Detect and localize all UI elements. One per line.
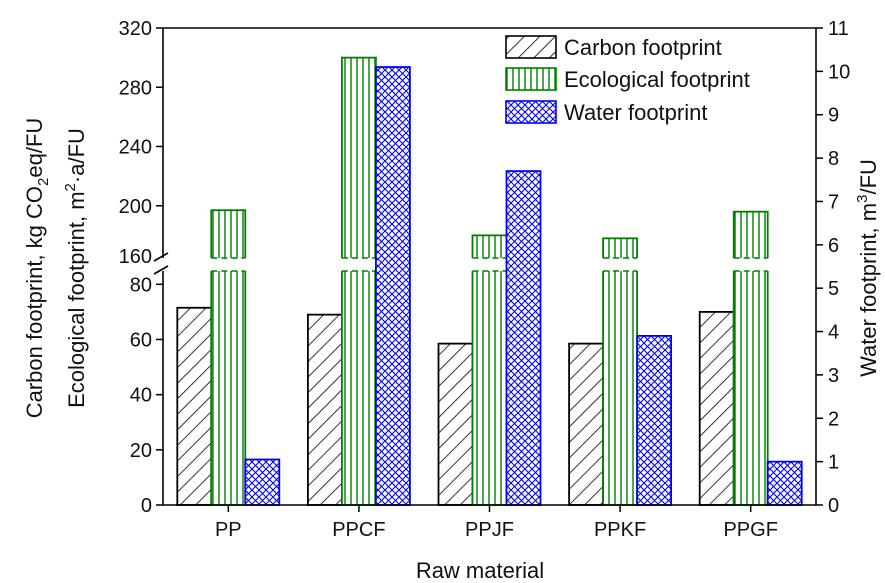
left-tick-label-60: 60 — [130, 329, 152, 351]
x-tick-label-ppgf: PPGF — [723, 519, 777, 541]
bar-carbon-footprint-ppcf — [306, 313, 343, 506]
bar-water-footprint-pp — [244, 458, 281, 506]
right-axis-title-water: Water footprint, m3/FU — [854, 159, 881, 377]
right-tick-label-5: 5 — [828, 278, 839, 300]
right-tick-label-6: 6 — [828, 235, 839, 257]
left-tick-label-160: 160 — [119, 246, 152, 268]
axis-break-mark-lower — [153, 265, 169, 275]
legend-swatch-ecological — [505, 67, 557, 91]
x-tick-label-pp: PP — [215, 519, 242, 541]
legend: Carbon footprint Ecological footprint Wa… — [505, 35, 750, 125]
bar-ecological-footprint-ppgf — [732, 210, 769, 506]
left-tick-label-280: 280 — [119, 77, 152, 99]
bar-carbon-footprint-ppkf — [568, 342, 604, 506]
bar-ecological-footprint-ppcf — [340, 56, 377, 506]
left-tick-label-80: 80 — [130, 274, 152, 296]
legend-label-water: Water footprint — [564, 100, 707, 125]
left-tick-label-0: 0 — [141, 495, 152, 517]
bar-ecological-footprint-ppjf — [471, 234, 508, 506]
right-tick-label-7: 7 — [828, 191, 839, 213]
left-tick-label-200: 200 — [119, 196, 152, 218]
x-tick-label-ppcf: PPCF — [332, 519, 385, 541]
bar-carbon-footprint-ppjf — [437, 342, 474, 506]
right-tick-label-11: 11 — [828, 18, 849, 40]
legend-label-ecological: Ecological footprint — [564, 67, 750, 92]
right-tick-label-1: 1 — [828, 452, 839, 474]
right-tick-label-2: 2 — [828, 408, 839, 430]
right-tick-label-0: 0 — [828, 495, 839, 517]
left-tick-label-320: 320 — [119, 18, 152, 40]
right-tick-label-10: 10 — [828, 61, 850, 83]
legend-swatch-carbon — [505, 35, 557, 59]
bar-water-footprint-ppgf — [766, 460, 803, 506]
bar-water-footprint-ppjf — [505, 170, 542, 506]
right-tick-label-3: 3 — [828, 365, 839, 387]
x-tick-label-ppkf: PPKF — [594, 519, 646, 541]
break-gap-ppkf-1 — [601, 258, 640, 271]
x-tick-label-ppjf: PPJF — [465, 519, 514, 541]
bars-layer — [176, 56, 803, 506]
break-gap-ppgf-1 — [731, 258, 770, 271]
left-axis-title-ecological: Ecological footprint, m2·a/FU — [62, 128, 89, 408]
break-gap-pp-1 — [209, 258, 248, 271]
left-tick-label-20: 20 — [130, 440, 152, 462]
break-gap-ppcf-1 — [339, 258, 378, 271]
left-axis-title-carbon: Carbon footprint, kg CO2eq/FU — [22, 118, 52, 419]
break-gap-ppjf-1 — [470, 258, 509, 271]
x-axis-title: Raw material — [416, 558, 544, 583]
bar-ecological-footprint-ppkf — [602, 237, 638, 506]
labels-layer: PP PPCF PPJF PPKF PPGF0204060801602002402803… — [119, 18, 851, 541]
bar-carbon-footprint-ppgf — [698, 310, 735, 506]
bar-water-footprint-ppcf — [374, 66, 411, 506]
bar-water-footprint-ppkf — [636, 334, 672, 506]
right-tick-label-8: 8 — [828, 148, 839, 170]
axis-break-mark-upper — [153, 252, 169, 262]
axes-layer — [153, 27, 823, 512]
legend-label-carbon: Carbon footprint — [564, 35, 722, 60]
left-tick-label-240: 240 — [119, 137, 152, 159]
bar-ecological-footprint-pp — [210, 209, 247, 506]
left-tick-label-40: 40 — [130, 385, 152, 407]
right-tick-label-9: 9 — [828, 105, 839, 127]
right-tick-label-4: 4 — [828, 322, 839, 344]
legend-swatch-water — [505, 100, 557, 124]
bar-carbon-footprint-pp — [176, 306, 213, 506]
